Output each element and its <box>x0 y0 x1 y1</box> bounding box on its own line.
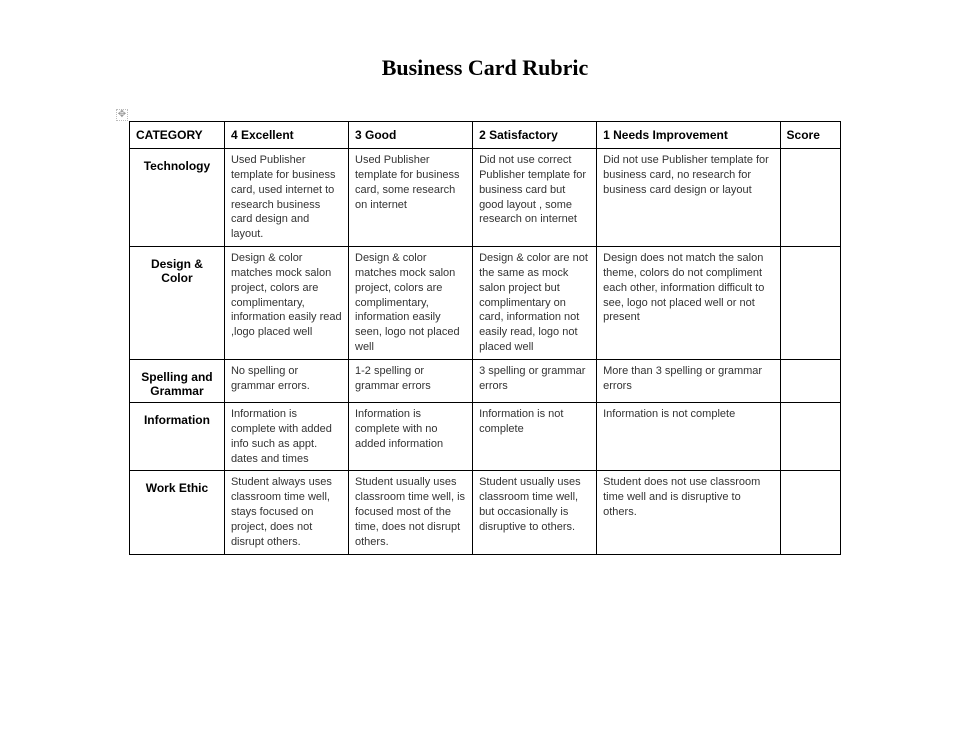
row-score <box>780 471 840 554</box>
row-cell-3: Design & color matches mock salon projec… <box>349 247 473 360</box>
row-cell-2: Did not use correct Publisher template f… <box>473 149 597 247</box>
row-category: Spelling and Grammar <box>130 359 225 402</box>
header-excellent: 4 Excellent <box>224 122 348 149</box>
table-row: Design & Color Design & color matches mo… <box>130 247 841 360</box>
row-cell-1: Information is not complete <box>597 402 780 470</box>
row-category: Information <box>130 402 225 470</box>
row-score <box>780 247 840 360</box>
row-cell-1: Student does not use classroom time well… <box>597 471 780 554</box>
row-cell-4: Information is complete with added info … <box>224 402 348 470</box>
row-score <box>780 359 840 402</box>
table-row: Spelling and Grammar No spelling or gram… <box>130 359 841 402</box>
row-cell-1: Design does not match the salon theme, c… <box>597 247 780 360</box>
row-score <box>780 149 840 247</box>
row-cell-1: Did not use Publisher template for busin… <box>597 149 780 247</box>
table-row: Technology Used Publisher template for b… <box>130 149 841 247</box>
header-satisfactory: 2 Satisfactory <box>473 122 597 149</box>
rubric-table: CATEGORY 4 Excellent 3 Good 2 Satisfacto… <box>129 121 841 555</box>
table-anchor-icon: ✥ <box>116 109 128 121</box>
row-cell-4: Used Publisher template for business car… <box>224 149 348 247</box>
row-cell-2: Student usually uses classroom time well… <box>473 471 597 554</box>
row-cell-2: 3 spelling or grammar errors <box>473 359 597 402</box>
row-cell-4: Student always uses classroom time well,… <box>224 471 348 554</box>
row-cell-1: More than 3 spelling or grammar errors <box>597 359 780 402</box>
row-cell-2: Design & color are not the same as mock … <box>473 247 597 360</box>
row-cell-4: No spelling or grammar errors. <box>224 359 348 402</box>
rubric-table-container: ✥ CATEGORY 4 Excellent 3 Good 2 Satisfac… <box>129 121 841 555</box>
row-category: Design & Color <box>130 247 225 360</box>
row-cell-3: Student usually uses classroom time well… <box>349 471 473 554</box>
row-score <box>780 402 840 470</box>
table-row: Information Information is complete with… <box>130 402 841 470</box>
header-needs-improvement: 1 Needs Improvement <box>597 122 780 149</box>
header-score: Score <box>780 122 840 149</box>
table-header-row: CATEGORY 4 Excellent 3 Good 2 Satisfacto… <box>130 122 841 149</box>
row-cell-4: Design & color matches mock salon projec… <box>224 247 348 360</box>
row-cell-3: Information is complete with no added in… <box>349 402 473 470</box>
row-category: Work Ethic <box>130 471 225 554</box>
page-title: Business Card Rubric <box>0 55 970 81</box>
row-cell-3: Used Publisher template for business car… <box>349 149 473 247</box>
table-row: Work Ethic Student always uses classroom… <box>130 471 841 554</box>
row-category: Technology <box>130 149 225 247</box>
header-good: 3 Good <box>349 122 473 149</box>
row-cell-2: Information is not complete <box>473 402 597 470</box>
row-cell-3: 1-2 spelling or grammar errors <box>349 359 473 402</box>
header-category: CATEGORY <box>130 122 225 149</box>
